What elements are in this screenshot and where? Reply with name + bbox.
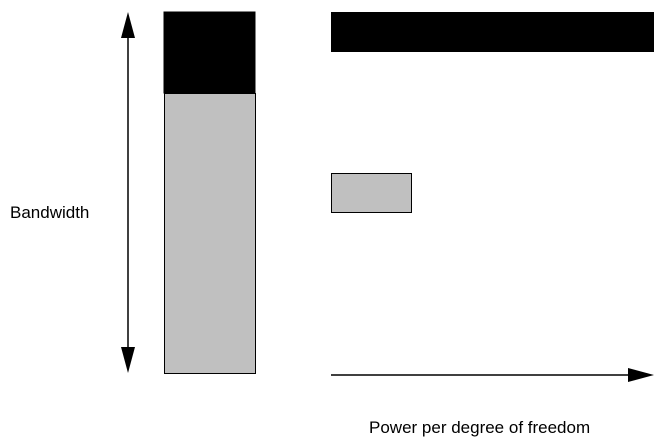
power-axis-label: Power per degree of freedom — [369, 418, 591, 437]
power-bar-light — [331, 173, 412, 213]
bandwidth-bar-dark-segment — [163, 11, 256, 94]
power-bar-dark — [331, 12, 654, 52]
bandwidth-arrow-top-head — [121, 12, 135, 38]
bandwidth-axis-label: Bandwidth — [10, 203, 90, 222]
power-arrow — [331, 368, 654, 382]
bandwidth-bar-light-segment — [164, 93, 256, 374]
power-arrow-head — [628, 368, 654, 382]
bandwidth-bar — [163, 11, 256, 374]
bandwidth-arrow — [121, 12, 135, 373]
bandwidth-arrow-bottom-head — [121, 347, 135, 373]
